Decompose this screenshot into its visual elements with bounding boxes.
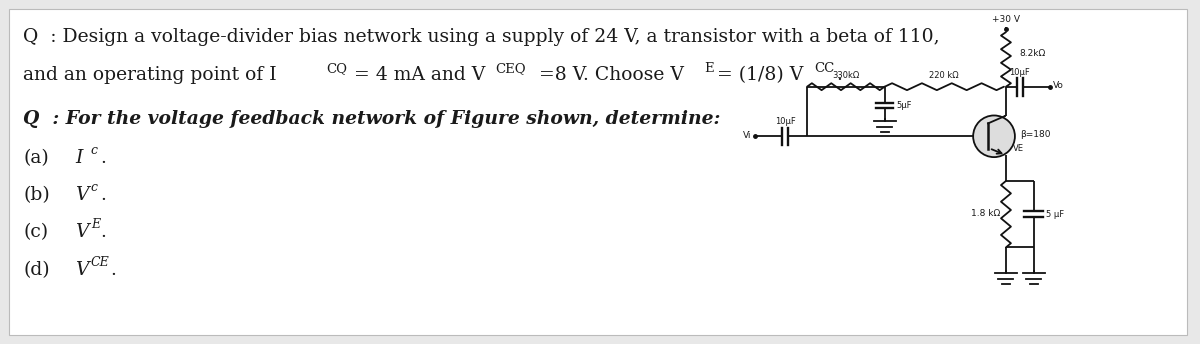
Text: CC: CC [814, 62, 834, 75]
Text: c: c [91, 144, 98, 157]
Text: Vo: Vo [1052, 81, 1063, 90]
Text: (d): (d) [23, 261, 50, 279]
Text: .: . [101, 223, 107, 240]
Text: (c): (c) [23, 223, 48, 240]
Text: 10µF: 10µF [775, 117, 796, 126]
Text: (a): (a) [23, 149, 49, 167]
Text: 8.2kΩ: 8.2kΩ [1019, 50, 1045, 58]
Text: = 4 mA and V: = 4 mA and V [354, 66, 486, 84]
Text: VE: VE [1013, 144, 1024, 153]
Text: .: . [101, 149, 107, 167]
Text: Q  : Design a voltage-divider bias network using a supply of 24 V, a transistor : Q : Design a voltage-divider bias networ… [23, 28, 940, 46]
Text: 5 µF: 5 µF [1045, 209, 1064, 219]
Text: =8 V. Choose V: =8 V. Choose V [533, 66, 683, 84]
Text: CE: CE [91, 256, 109, 269]
Text: V: V [74, 186, 89, 204]
Text: V: V [74, 223, 89, 240]
Text: (b): (b) [23, 186, 50, 204]
Text: Q  : For the voltage feedback network of Figure shown, determine:: Q : For the voltage feedback network of … [23, 109, 721, 128]
Text: and an operating point of I: and an operating point of I [23, 66, 277, 84]
Text: .: . [101, 186, 107, 204]
Text: 330kΩ: 330kΩ [832, 71, 859, 80]
Text: c: c [91, 181, 98, 194]
Text: E: E [704, 62, 714, 75]
Text: 220 kΩ: 220 kΩ [930, 71, 959, 80]
Circle shape [973, 116, 1015, 157]
Text: β=180: β=180 [1020, 130, 1050, 139]
Text: 5µF: 5µF [896, 101, 912, 110]
Text: Vi: Vi [743, 131, 751, 140]
Text: .: . [110, 261, 115, 279]
Text: 10µF: 10µF [1009, 68, 1031, 77]
Text: V: V [74, 261, 89, 279]
Text: CEQ: CEQ [496, 62, 527, 75]
Text: +30 V: +30 V [992, 15, 1020, 24]
Text: CQ: CQ [326, 62, 348, 75]
FancyBboxPatch shape [10, 9, 1187, 335]
Text: .: . [836, 66, 841, 84]
Text: 1.8 kΩ: 1.8 kΩ [971, 209, 1001, 218]
Text: I: I [74, 149, 83, 167]
Text: = (1/8) V: = (1/8) V [716, 66, 803, 84]
Text: E: E [91, 218, 100, 230]
